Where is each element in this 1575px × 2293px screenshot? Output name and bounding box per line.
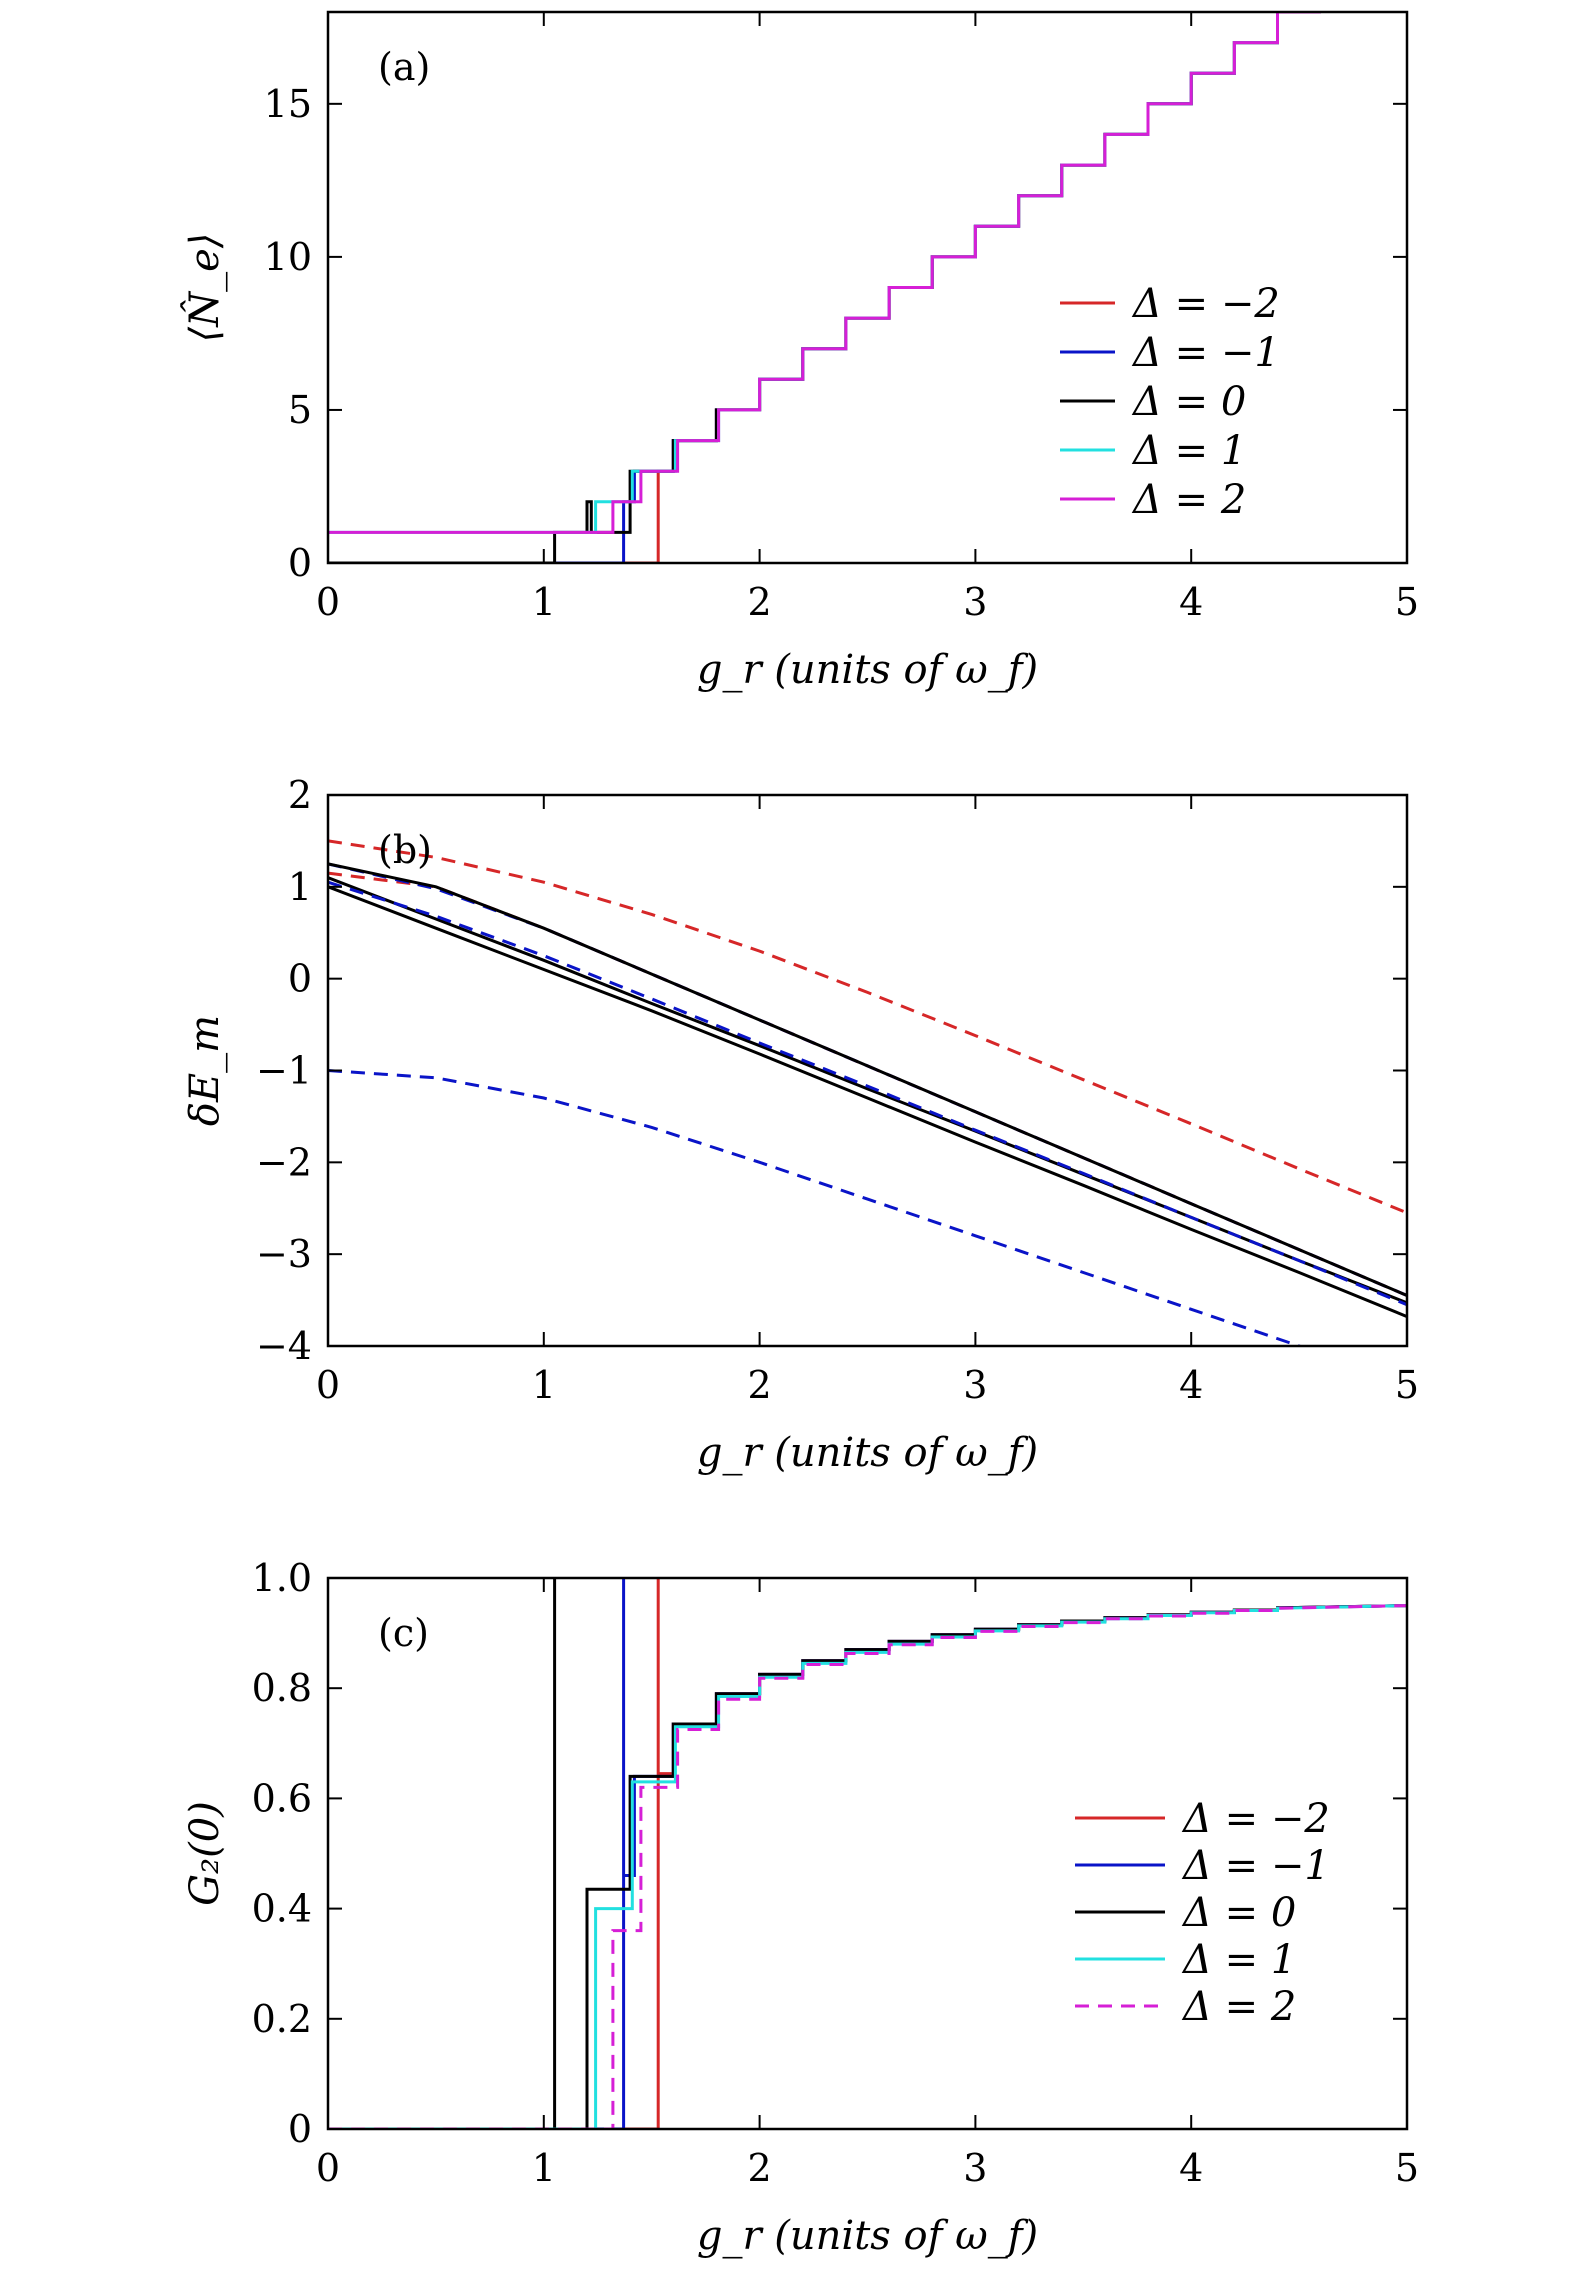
series-line-2	[328, 862, 1407, 1297]
panel-label: (a)	[378, 45, 430, 89]
x-tick-label: 0	[316, 2146, 340, 2190]
x-tick-label: 2	[748, 580, 772, 624]
y-tick-label: 0.2	[252, 1997, 312, 2041]
legend-entry: Δ = −2	[1131, 281, 1280, 327]
series-line-4	[328, 862, 1407, 1297]
legend-entry: Δ = 0	[1181, 1890, 1296, 1936]
legend: Δ = −2Δ = −1Δ = 0Δ = 1Δ = 2	[1075, 1796, 1330, 2030]
y-axis-label: δE_m	[182, 1015, 228, 1126]
y-tick-label: 0	[288, 2107, 312, 2151]
series-group	[328, 12, 1321, 563]
series-line-0	[328, 839, 1407, 1215]
x-tick-label: 1	[532, 2146, 556, 2190]
series-line-4	[328, 1604, 1407, 2129]
y-tick-label: 5	[288, 388, 312, 432]
x-axis-label: g_r (units of ω_f)	[697, 1430, 1038, 1476]
y-tick-label: 1	[288, 865, 312, 909]
series-line-3	[328, 1069, 1304, 1346]
series-line-7	[328, 880, 1407, 1307]
x-tick-label: 4	[1179, 2146, 1203, 2190]
y-tick-label: 1.0	[252, 1556, 312, 1600]
x-tick-label: 2	[748, 1363, 772, 1407]
y-tick-label: −1	[256, 1049, 312, 1093]
x-tick-label: 1	[532, 1363, 556, 1407]
x-axis-label: g_r (units of ω_f)	[697, 2213, 1038, 2259]
series-group	[328, 839, 1407, 1346]
y-tick-label: 15	[264, 82, 312, 126]
x-tick-label: 1	[532, 580, 556, 624]
panel-a: 0 1 2 3 4 5 0 5 10 15 (a) g_r (units of ω_f) ⟨N̂_e⟩ Δ…	[182, 10, 1419, 693]
x-tick-label: 3	[963, 2146, 987, 2190]
x-tick-label: 5	[1395, 2146, 1419, 2190]
legend-entry: Δ = 1	[1131, 428, 1246, 474]
x-tick-label: 4	[1179, 1363, 1203, 1407]
y-tick-label: 0.8	[252, 1666, 312, 1710]
panel-label: (b)	[378, 828, 432, 872]
y-tick-label: 0	[288, 957, 312, 1001]
legend-entry: Δ = 2	[1181, 1984, 1296, 2030]
series-line-4	[328, 12, 1321, 534]
series-line-5	[328, 885, 1407, 1318]
panel-b: 0 1 2 3 4 5 −4 −3 −2 −1 0 1 2 (b) g_r (units of ω_f) δE…	[182, 773, 1419, 1476]
legend-entry: Δ = −1	[1131, 330, 1280, 376]
x-tick-label: 4	[1179, 580, 1203, 624]
y-axis-label: ⟨N̂_e⟩	[182, 233, 228, 343]
x-tick-label: 0	[316, 580, 340, 624]
legend-entry: Δ = 1	[1181, 1937, 1296, 1983]
panel-label: (c)	[378, 1611, 429, 1655]
y-axis-label: G₂(0)	[182, 1801, 228, 1906]
x-tick-label: 5	[1395, 1363, 1419, 1407]
plot-frame	[326, 793, 1409, 1348]
x-tick-label: 0	[316, 1363, 340, 1407]
y-tick-label: −3	[256, 1232, 312, 1276]
legend: Δ = −2Δ = −1Δ = 0Δ = 1Δ = 2	[1060, 281, 1280, 523]
x-tick-label: 3	[963, 1363, 987, 1407]
y-tick-label: 0.6	[252, 1776, 312, 1820]
y-tick-label: −4	[256, 1324, 312, 1368]
y-tick-label: 0	[288, 541, 312, 585]
y-tick-label: −2	[256, 1140, 312, 1184]
legend-entry: Δ = −1	[1181, 1843, 1330, 1889]
y-tick-label: 2	[288, 773, 312, 817]
y-tick-label: 10	[264, 235, 312, 279]
legend-entry: Δ = −2	[1181, 1796, 1330, 1842]
legend-entry: Δ = 2	[1131, 477, 1246, 523]
plot-frame	[326, 1576, 1409, 2131]
series-group	[328, 1578, 1407, 2129]
legend-entry: Δ = 0	[1131, 379, 1246, 425]
x-tick-label: 5	[1395, 580, 1419, 624]
x-tick-label: 2	[748, 2146, 772, 2190]
series-line-6	[328, 876, 1407, 1305]
y-tick-label: 0.4	[252, 1887, 312, 1931]
x-tick-label: 3	[963, 580, 987, 624]
x-axis-label: g_r (units of ω_f)	[697, 647, 1038, 693]
plot-frame	[326, 10, 1409, 565]
panel-c: 0 1 2 3 4 5 0 0.2 0.4 0.6 0.8 1.0 (c) g_r (units of ω…	[182, 1556, 1419, 2259]
